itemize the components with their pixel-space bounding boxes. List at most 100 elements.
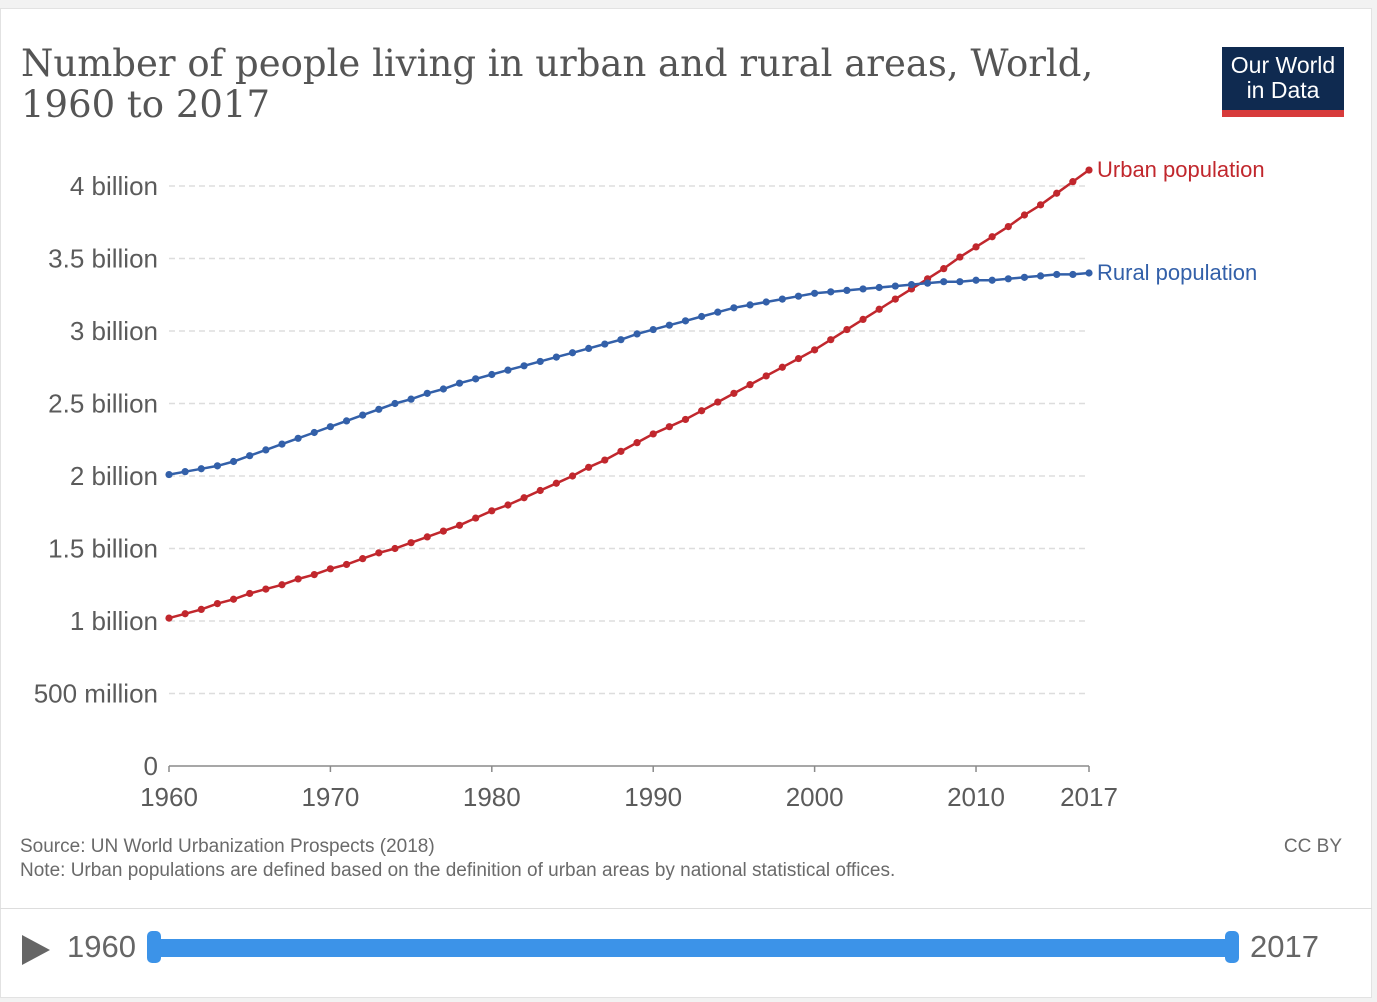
data-point: [278, 581, 286, 589]
data-point: [1004, 223, 1012, 231]
data-point: [778, 363, 786, 371]
data-point: [972, 243, 980, 251]
license-link[interactable]: CC BY: [1283, 836, 1342, 857]
timeline-end-handle[interactable]: [1225, 931, 1239, 963]
data-point: [326, 423, 335, 431]
data-point: [827, 336, 835, 344]
data-point: [342, 560, 351, 569]
series-label: Rural population: [1097, 260, 1257, 285]
data-point: [907, 281, 916, 289]
data-point: [923, 279, 932, 287]
x-tick-label: 2017: [1060, 782, 1118, 812]
data-point: [956, 278, 964, 286]
data-point: [310, 428, 318, 437]
data-point: [472, 375, 480, 383]
timeline-end-label: 2017: [1250, 929, 1319, 964]
data-point: [746, 301, 754, 309]
data-point: [875, 283, 883, 292]
data-point: [891, 282, 899, 290]
y-tick-label: 500 million: [34, 679, 158, 709]
data-point: [681, 415, 690, 424]
data-point: [681, 317, 690, 325]
logo-line-1: Our World: [1230, 52, 1336, 78]
data-point: [714, 308, 722, 316]
y-tick-label: 1.5 billion: [48, 534, 158, 564]
data-point: [262, 446, 270, 454]
timeline-start-handle[interactable]: [147, 931, 161, 963]
data-point: [778, 295, 786, 303]
y-tick-label: 3.5 billion: [48, 244, 158, 274]
data-point: [1004, 275, 1012, 283]
data-point: [698, 407, 706, 415]
logo-accent-bar: [1222, 110, 1344, 117]
data-point: [1053, 189, 1061, 197]
y-tick-label: 3 billion: [70, 316, 158, 346]
owid-logo[interactable]: Our World in Data: [1222, 47, 1344, 117]
data-point: [633, 439, 641, 447]
play-icon[interactable]: [22, 935, 50, 965]
data-point: [359, 411, 367, 419]
data-point: [843, 286, 851, 294]
data-point: [585, 344, 593, 352]
data-point: [988, 233, 996, 241]
data-point: [1085, 269, 1093, 277]
data-point: [1053, 270, 1061, 279]
timeline: 1960 2017: [0, 909, 1372, 989]
chart-title: Number of people living in urban and rur…: [21, 42, 1094, 126]
data-point: [229, 457, 238, 466]
data-point: [181, 610, 189, 618]
data-point: [649, 430, 657, 438]
data-point: [972, 276, 980, 284]
data-point: [246, 452, 254, 460]
data-point: [1020, 273, 1029, 281]
data-point: [326, 565, 335, 573]
chart-card: Number of people living in urban and rur…: [0, 8, 1372, 998]
data-point: [423, 389, 431, 397]
data-point: [262, 585, 270, 593]
data-point: [746, 381, 754, 389]
data-point: [229, 595, 238, 603]
data-point: [714, 398, 722, 406]
data-point: [940, 278, 948, 286]
x-tick-label: 1990: [624, 782, 682, 812]
x-tick-label: 1980: [463, 782, 521, 812]
data-point: [794, 354, 803, 363]
data-point: [294, 434, 302, 442]
data-point: [407, 539, 415, 547]
data-point: [407, 395, 415, 403]
data-point: [165, 470, 173, 479]
series-line: [168, 271, 1090, 476]
note-text: Note: Urban populations are defined base…: [20, 860, 896, 881]
footer-divider: [0, 908, 1372, 909]
data-point: [1020, 211, 1029, 219]
data-point: [843, 325, 851, 334]
series-label: Urban population: [1097, 157, 1265, 182]
y-tick-label: 2 billion: [70, 461, 158, 491]
data-point: [1069, 178, 1077, 186]
data-point: [359, 555, 367, 563]
data-point: [794, 292, 803, 300]
data-point: [439, 385, 447, 393]
data-point: [439, 527, 447, 535]
data-point: [294, 575, 302, 583]
data-point: [1036, 201, 1045, 209]
data-point: [811, 346, 819, 354]
data-point: [1085, 166, 1093, 174]
data-point: [762, 372, 770, 380]
data-point: [472, 514, 480, 522]
timeline-track[interactable]: [148, 939, 1238, 957]
data-point: [455, 521, 464, 529]
data-point: [310, 571, 318, 579]
data-point: [197, 465, 205, 473]
data-point: [891, 295, 899, 303]
data-point: [536, 357, 544, 366]
data-point: [455, 379, 464, 387]
data-point: [762, 298, 770, 306]
data-point: [1036, 272, 1045, 280]
data-point: [488, 370, 496, 379]
data-point: [665, 321, 673, 329]
data-point: [278, 440, 286, 448]
series-line: [168, 168, 1090, 620]
data-point: [213, 462, 222, 470]
data-point: [520, 362, 528, 370]
